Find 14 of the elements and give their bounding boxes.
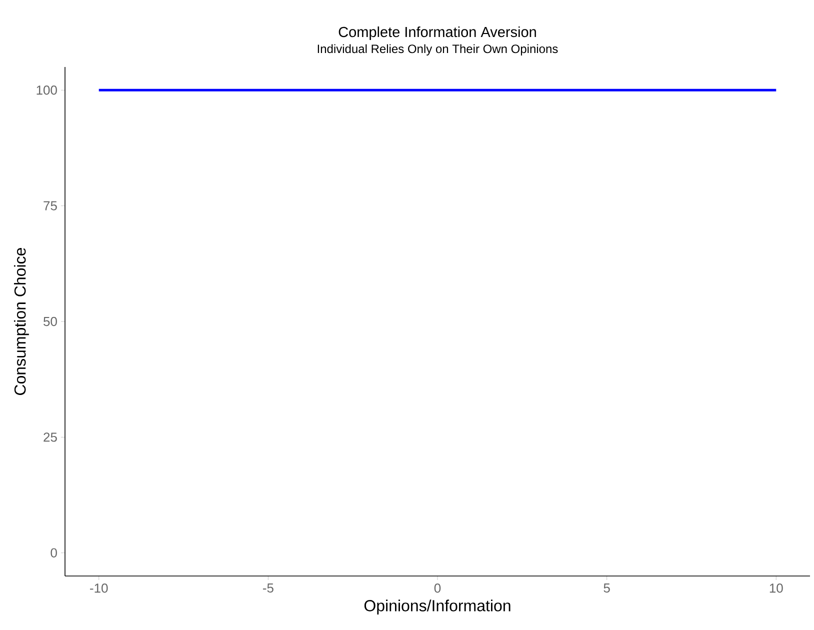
x-tick-label: -5 xyxy=(262,584,274,593)
y-tick-label: 50 xyxy=(44,316,57,326)
x-tick-label: -10 xyxy=(90,584,108,593)
y-tick-label: 0 xyxy=(50,548,57,558)
y-tick-label: 100 xyxy=(36,86,57,95)
x-axis-title: Opinions/Information xyxy=(364,600,510,615)
chart-subtitle: Individual Relies Only on Their Own Opinions xyxy=(318,44,558,56)
x-tick-label: 5 xyxy=(604,584,610,593)
y-tick-label: 75 xyxy=(44,201,57,210)
chart-title: Complete Information Aversion xyxy=(338,26,536,40)
y-axis-title: Consumption Choice xyxy=(14,248,29,395)
y-tick-label: 25 xyxy=(44,432,57,442)
x-tick-label: 0 xyxy=(434,584,441,593)
x-tick-label: 10 xyxy=(770,584,783,593)
